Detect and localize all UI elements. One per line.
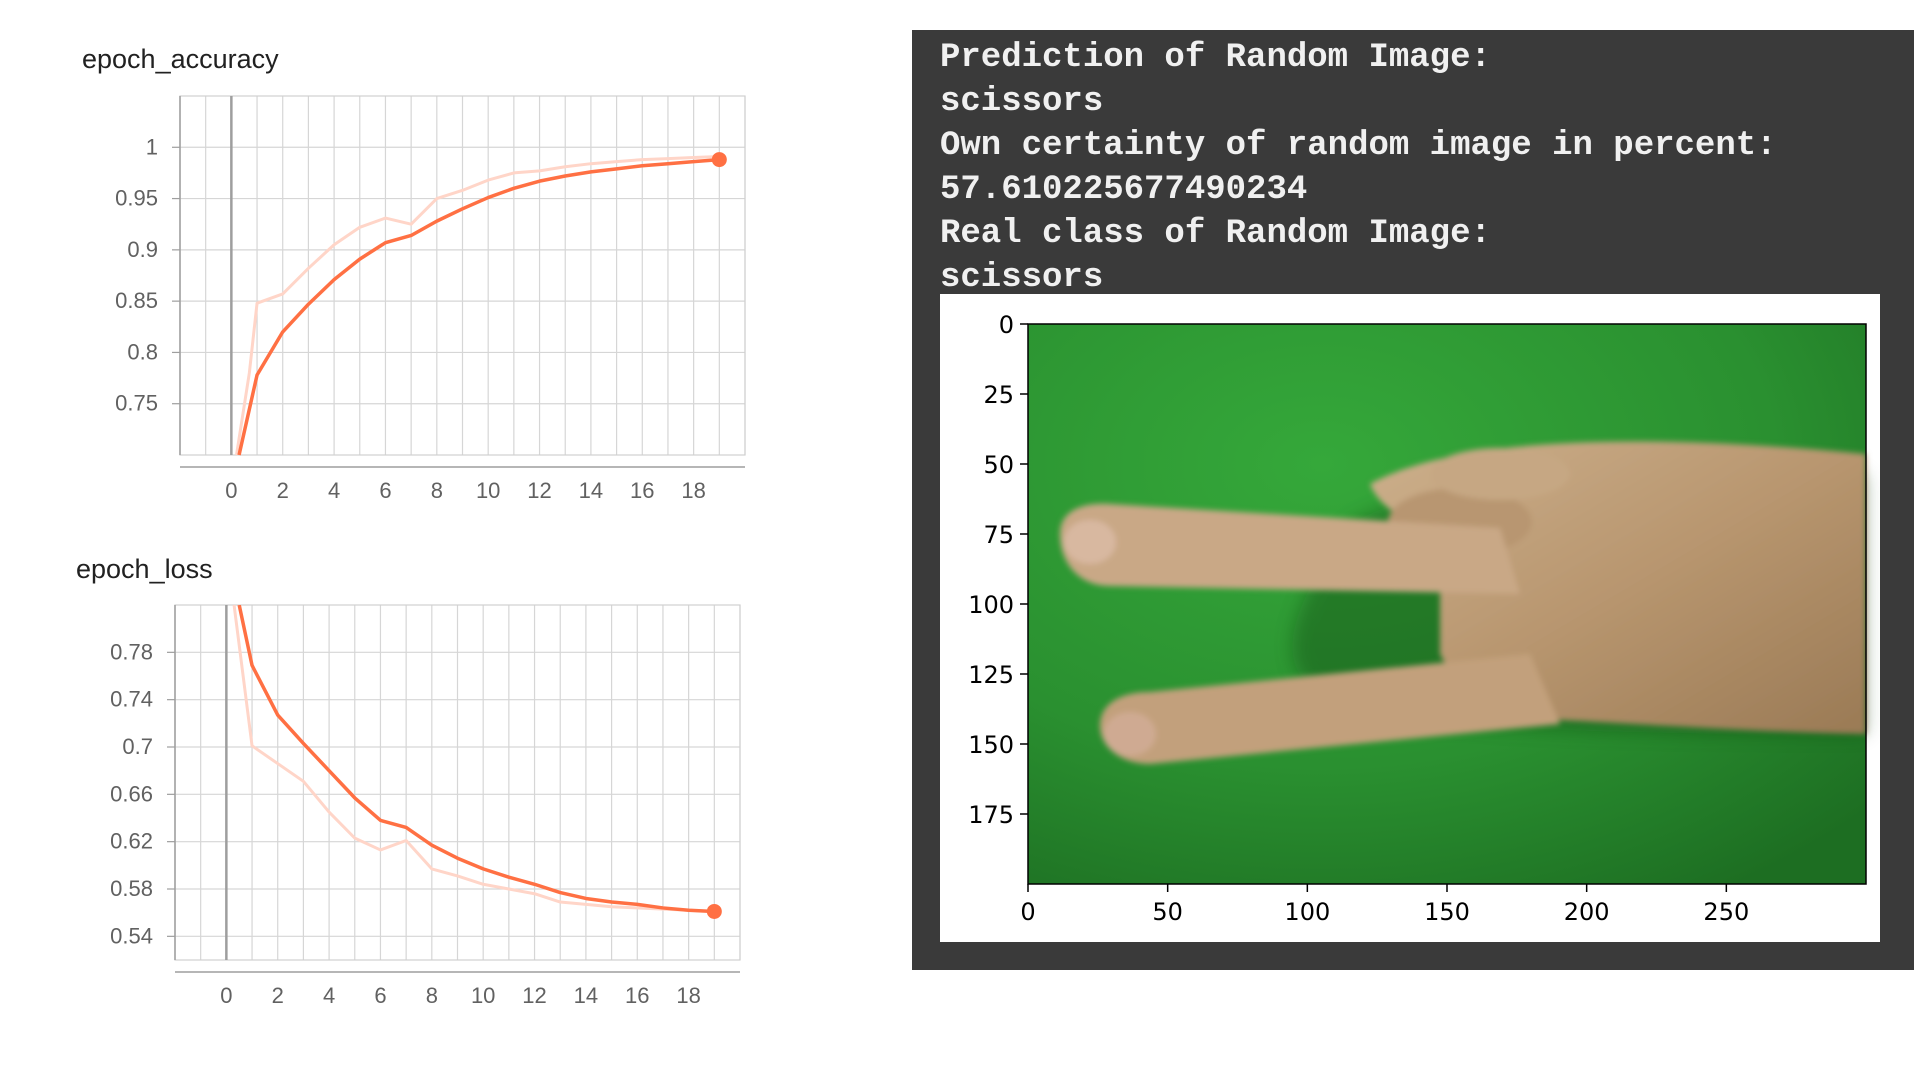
image-x-tick-label: 150 [1424, 898, 1470, 926]
image-y-tick-label: 150 [968, 731, 1014, 759]
loss-x-tick-label: 6 [374, 983, 386, 1008]
accuracy-x-tick-label: 6 [379, 478, 391, 503]
image-x-tick-label: 200 [1564, 898, 1610, 926]
random-image-plot: 0 50 100 150 200 250 0 25 50 75 100 125 150 175 [968, 311, 1867, 926]
loss-x-tick-label: 10 [471, 983, 495, 1008]
image-x-tick-label: 250 [1703, 898, 1749, 926]
accuracy-x-tick-label: 4 [328, 478, 340, 503]
console-line: Prediction of Random Image: [940, 39, 1491, 77]
image-x-tick-label: 0 [1020, 898, 1035, 926]
accuracy-chart: 0 2 4 6 8 10 12 14 16 18 0.75 0.8 0.85 0.9 0.95 1 [115, 95, 746, 503]
loss-y-tick-label: 0.62 [110, 829, 153, 854]
image-y-tick-label: 50 [983, 451, 1014, 479]
accuracy-y-tick-label: 0.85 [115, 288, 158, 313]
image-x-tick-label: 50 [1152, 898, 1183, 926]
accuracy-x-tick-label: 16 [630, 478, 654, 503]
console-line: Own certainty of random image in percent… [940, 127, 1777, 165]
loss-y-tick-label: 0.66 [110, 781, 153, 806]
accuracy-x-tick-label: 14 [579, 478, 603, 503]
loss-y-tick-label: 0.7 [122, 734, 153, 759]
loss-last-point-marker [706, 903, 722, 919]
console-line: scissors [940, 259, 1104, 297]
loss-x-tick-label: 4 [323, 983, 335, 1008]
hand-image [1028, 324, 1866, 884]
loss-smoothed-series-line [237, 605, 715, 914]
image-plot-panel: 0 50 100 150 200 250 0 25 50 75 100 125 150 175 [940, 294, 1880, 942]
console-line: Real class of Random Image: [940, 215, 1491, 253]
accuracy-x-tick-label: 10 [476, 478, 500, 503]
loss-y-tick-label: 0.54 [110, 923, 153, 948]
loss-x-tick-label: 2 [272, 983, 284, 1008]
accuracy-raw-series-line [235, 155, 720, 456]
image-y-tick-label: 125 [968, 661, 1014, 689]
console-line: scissors [940, 83, 1104, 121]
loss-y-tick-label: 0.78 [110, 639, 153, 664]
accuracy-x-tick-label: 8 [431, 478, 443, 503]
loss-x-tick-label: 12 [522, 983, 546, 1008]
accuracy-x-tick-label: 0 [225, 478, 237, 503]
image-y-tick-label: 25 [983, 381, 1014, 409]
accuracy-last-point-marker [711, 152, 727, 168]
loss-y-tick-label: 0.74 [110, 687, 153, 712]
console-text: Prediction of Random Image: scissors Own… [940, 36, 1777, 300]
loss-x-tick-label: 14 [574, 983, 598, 1008]
loss-raw-series-line [232, 605, 715, 913]
accuracy-y-tick-label: 0.8 [127, 339, 158, 364]
accuracy-x-tick-label: 12 [527, 478, 551, 503]
image-y-tick-label: 0 [999, 311, 1014, 339]
console-output-panel: Prediction of Random Image: scissors Own… [912, 30, 1914, 970]
accuracy-x-tick-label: 2 [277, 478, 289, 503]
loss-y-tick-label: 0.58 [110, 876, 153, 901]
console-line: 57.610225677490234 [940, 171, 1308, 209]
accuracy-x-tick-label: 18 [681, 478, 705, 503]
accuracy-y-tick-label: 0.9 [127, 237, 158, 262]
image-y-tick-label: 175 [968, 801, 1014, 829]
accuracy-chart-title: epoch_accuracy [82, 44, 279, 74]
loss-chart-title: epoch_loss [76, 554, 213, 584]
loss-x-tick-label: 0 [220, 983, 232, 1008]
image-y-tick-label: 100 [968, 591, 1014, 619]
accuracy-y-tick-label: 0.75 [115, 391, 158, 416]
accuracy-y-tick-label: 1 [146, 134, 158, 159]
image-x-tick-label: 100 [1284, 898, 1330, 926]
loss-x-tick-label: 8 [426, 983, 438, 1008]
image-y-tick-label: 75 [983, 521, 1014, 549]
loss-chart: 0 2 4 6 8 10 12 14 16 18 0.54 0.58 0.62 0.66 0.7 0.74 0.… [110, 604, 741, 1008]
loss-x-tick-label: 18 [676, 983, 700, 1008]
loss-x-tick-label: 16 [625, 983, 649, 1008]
accuracy-y-tick-label: 0.95 [115, 186, 158, 211]
accuracy-smoothed-series-line [237, 157, 720, 456]
